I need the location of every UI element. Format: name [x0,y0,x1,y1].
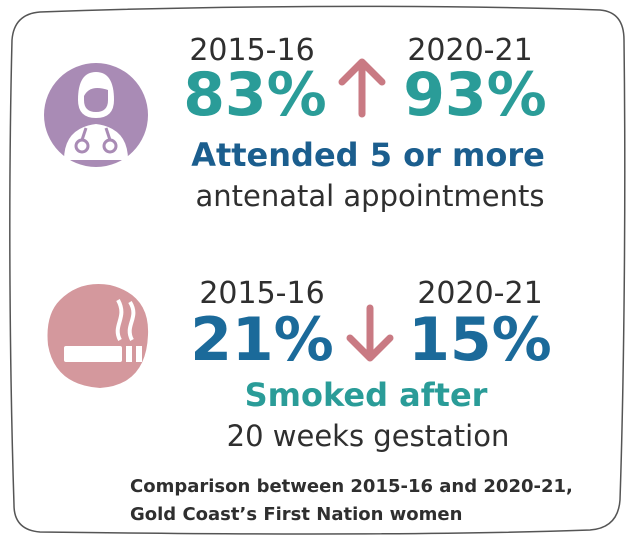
doctor-icon [44,63,148,167]
percent: 21% [190,305,334,375]
percent: 83% [183,60,327,130]
year: 2020-21 [407,33,532,68]
border [9,5,626,535]
subline: antenatal appointments [195,179,544,213]
footnote: Comparison between 2015-16 and 2020-21, [130,476,573,497]
percent: 15% [408,305,552,375]
headline: Smoked after [245,376,488,414]
headline: Attended 5 or more [191,136,545,174]
year: 2020-21 [417,276,542,311]
footnote: Gold Coast’s First Nation women [130,504,462,525]
arrow-up [338,58,386,118]
year: 2015-16 [189,33,314,68]
subline: 20 weeks gestation [227,419,510,453]
cigarette-icon [47,284,149,388]
year: 2015-16 [199,276,324,311]
arrow-down [346,304,394,362]
percent: 93% [403,60,547,130]
